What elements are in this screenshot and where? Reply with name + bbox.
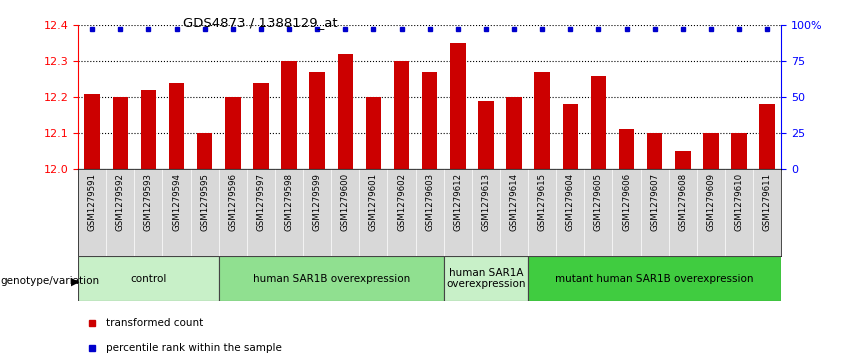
Text: control: control — [130, 274, 167, 284]
Text: GSM1279611: GSM1279611 — [763, 173, 772, 231]
Bar — [225, 97, 240, 169]
Text: GSM1279608: GSM1279608 — [678, 173, 687, 231]
Text: GSM1279606: GSM1279606 — [622, 173, 631, 231]
Bar — [394, 61, 410, 169]
Bar — [590, 76, 606, 169]
Bar — [197, 133, 213, 169]
Text: GSM1279597: GSM1279597 — [256, 173, 266, 231]
Bar — [703, 133, 719, 169]
Text: GSM1279604: GSM1279604 — [566, 173, 575, 231]
Text: GSM1279598: GSM1279598 — [285, 173, 293, 231]
Text: human SAR1A
overexpression: human SAR1A overexpression — [446, 268, 526, 289]
Bar — [338, 54, 353, 169]
Text: mutant human SAR1B overexpression: mutant human SAR1B overexpression — [556, 274, 754, 284]
Text: transformed count: transformed count — [106, 318, 203, 328]
Bar — [309, 72, 325, 169]
Bar — [562, 104, 578, 169]
Text: GSM1279591: GSM1279591 — [88, 173, 96, 231]
Bar — [113, 97, 128, 169]
Bar — [506, 97, 522, 169]
Bar — [365, 97, 381, 169]
Text: GSM1279599: GSM1279599 — [312, 173, 322, 231]
Text: GSM1279613: GSM1279613 — [482, 173, 490, 231]
Text: GSM1279603: GSM1279603 — [425, 173, 434, 231]
Text: GSM1279615: GSM1279615 — [537, 173, 547, 231]
Bar — [535, 72, 550, 169]
Bar — [619, 129, 635, 169]
Bar — [84, 94, 100, 169]
Text: GSM1279600: GSM1279600 — [341, 173, 350, 231]
Text: genotype/variation: genotype/variation — [1, 276, 100, 286]
Text: human SAR1B overexpression: human SAR1B overexpression — [253, 274, 410, 284]
Bar — [141, 90, 156, 169]
Text: ▶: ▶ — [71, 276, 80, 286]
Text: GSM1279602: GSM1279602 — [397, 173, 406, 231]
Text: GDS4873 / 1388129_at: GDS4873 / 1388129_at — [183, 16, 338, 29]
Bar — [444, 256, 528, 301]
Bar — [731, 133, 746, 169]
Bar — [760, 104, 775, 169]
Bar — [450, 43, 465, 169]
Text: GSM1279610: GSM1279610 — [734, 173, 744, 231]
Text: GSM1279605: GSM1279605 — [594, 173, 603, 231]
Text: GSM1279607: GSM1279607 — [650, 173, 659, 231]
Bar — [219, 256, 444, 301]
Bar — [528, 256, 781, 301]
Bar — [478, 101, 494, 169]
Bar — [168, 83, 184, 169]
Text: percentile rank within the sample: percentile rank within the sample — [106, 343, 282, 352]
Bar — [281, 61, 297, 169]
Text: GSM1279594: GSM1279594 — [172, 173, 181, 231]
Text: GSM1279609: GSM1279609 — [707, 173, 715, 231]
Text: GSM1279593: GSM1279593 — [144, 173, 153, 231]
Text: GSM1279596: GSM1279596 — [228, 173, 237, 231]
Text: GSM1279592: GSM1279592 — [115, 173, 125, 231]
Text: GSM1279612: GSM1279612 — [453, 173, 463, 231]
Bar — [253, 83, 269, 169]
Bar — [78, 256, 219, 301]
Text: GSM1279601: GSM1279601 — [369, 173, 378, 231]
Bar — [422, 72, 437, 169]
Bar — [675, 151, 691, 169]
Text: GSM1279595: GSM1279595 — [201, 173, 209, 231]
Bar — [647, 133, 662, 169]
Text: GSM1279614: GSM1279614 — [510, 173, 518, 231]
